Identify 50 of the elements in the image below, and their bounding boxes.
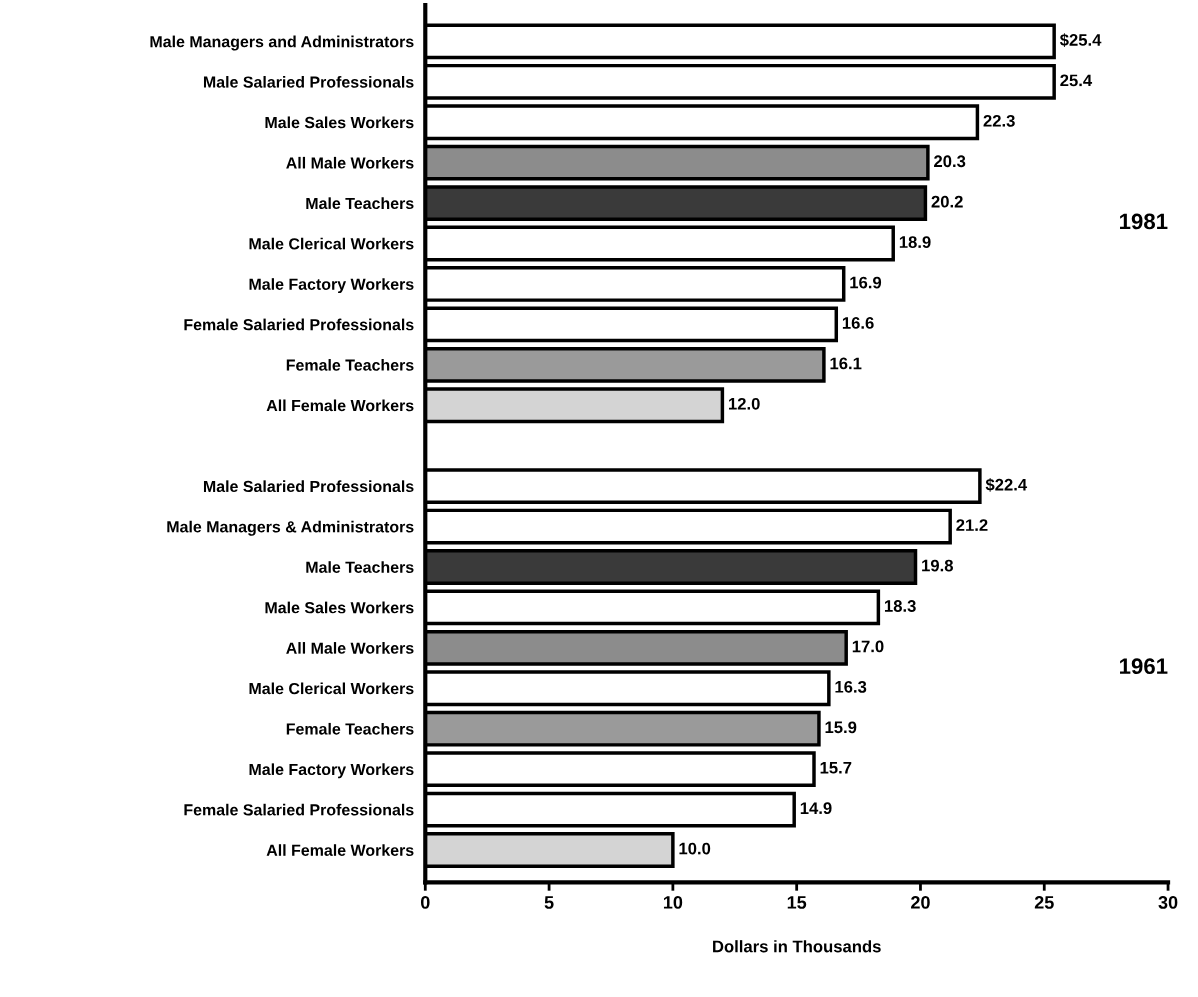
y-tick-label: Female Teachers (286, 722, 414, 735)
data-label: 25.4 (1060, 74, 1093, 87)
y-tick-label: All Female Workers (266, 399, 414, 412)
data-label: 18.9 (899, 236, 931, 248)
data-label: 16.3 (835, 680, 867, 693)
data-label: 19.8 (922, 559, 953, 572)
y-tick-label: Male Sales Workers (265, 601, 414, 614)
data-label: 16.6 (842, 317, 874, 329)
x-tick-label: 10 (663, 896, 683, 909)
data-label: 17.0 (852, 640, 884, 653)
y-tick-label: Male Factory Workers (249, 278, 414, 294)
data-label: 20.3 (934, 155, 966, 168)
y-tick-label: Male Salaried Professionals (203, 76, 414, 88)
x-tick-label: 5 (544, 896, 554, 909)
y-tick-label: Male Teachers (306, 561, 414, 573)
y-tick-label: Female Salaried Professionals (184, 318, 414, 331)
y-tick-label: Male Factory Workers (249, 763, 414, 779)
y-tick-label: Male Sales Workers (265, 116, 414, 129)
annotation: 1981 (1120, 213, 1168, 230)
y-tick-label: Male Managers and Administrators (150, 35, 414, 51)
data-label: 18.3 (884, 600, 916, 612)
data-label: 20.2 (931, 195, 963, 208)
y-tick-label: All Male Workers (286, 156, 414, 169)
x-tick-label: 25 (1034, 896, 1054, 909)
data-label: 12.0 (729, 397, 760, 410)
y-tick-label: All Male Workers (286, 642, 414, 654)
x-tick-label: 30 (1158, 896, 1178, 909)
x-tick-label: 15 (787, 896, 807, 909)
y-tick-label: Male Managers & Administrators (167, 520, 414, 536)
data-label: $25.4 (1059, 33, 1102, 47)
data-label: 22.3 (983, 114, 1015, 127)
y-tick-label: Female Teachers (286, 359, 414, 371)
data-label: 10.0 (679, 842, 711, 855)
x-tick-label: 0 (420, 896, 430, 909)
y-tick-label: All Female Workers (266, 844, 414, 856)
data-label: 16.1 (830, 357, 862, 370)
data-label: 14.9 (800, 802, 832, 815)
data-label: $22.4 (985, 478, 1028, 492)
data-label: 21.2 (956, 519, 988, 531)
data-label: 15.9 (825, 721, 857, 734)
y-tick-label: Male Teachers (306, 197, 414, 210)
y-tick-label: Male Clerical Workers (249, 682, 414, 695)
data-label: 16.9 (850, 276, 882, 289)
y-tick-label: Female Salaried Professionals (184, 803, 414, 816)
annotation: 1961 (1120, 658, 1168, 675)
y-tick-label: Male Salaried Professionals (203, 480, 414, 493)
x-axis-title: Dollars in Thousands (713, 940, 881, 953)
x-tick-label: 20 (911, 896, 930, 909)
data-label: 15.7 (820, 761, 852, 774)
y-tick-label: Male Clerical Workers (249, 237, 414, 250)
